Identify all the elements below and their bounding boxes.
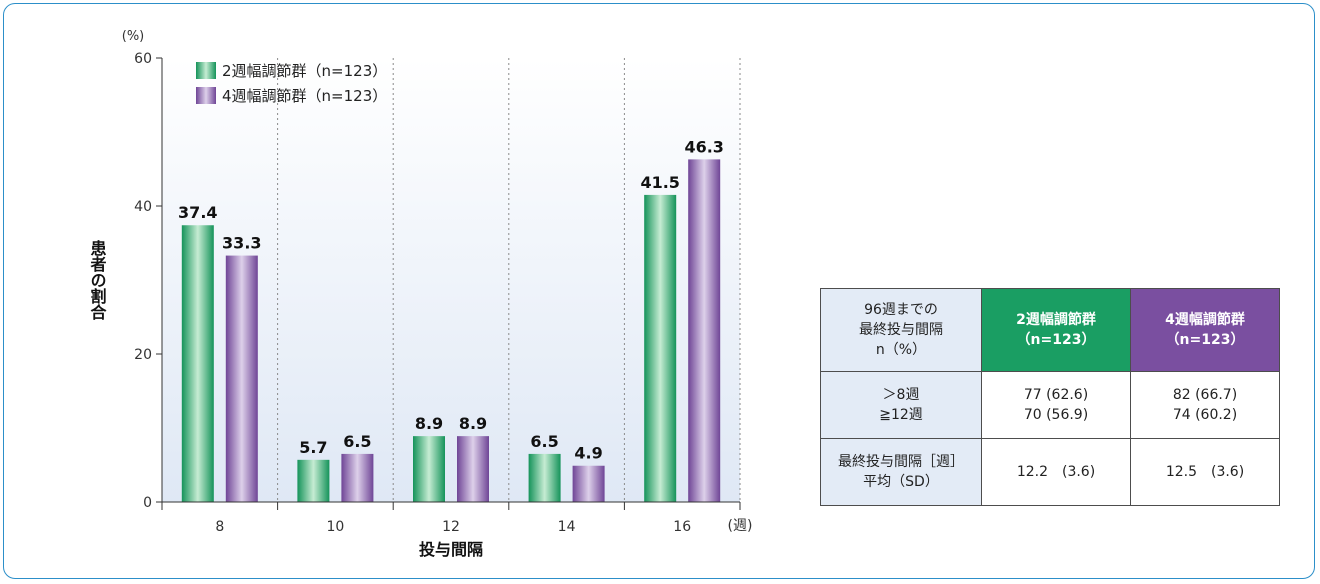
row1-group2-value: 82 (66.7) [1172, 387, 1238, 403]
summary-table: 96週までの 最終投与間隔 n（%） 2週幅調節群 （n=123） 4週幅調節群… [820, 288, 1280, 506]
table-row: ＞8週 ≧12週 77 (62.6) 70 (56.9) 82 (66.7) 7… [820, 371, 1280, 439]
bar-value-label: 6.5 [530, 432, 558, 451]
x-tick-label: 10 [326, 519, 344, 535]
bar-value-label: 6.5 [343, 432, 371, 451]
table-header-group1: 2週幅調節群 （n=123） [981, 288, 1131, 372]
group1-name: 2週幅調節群 [1016, 312, 1096, 328]
row1-group1-value: 77 (62.6) [1023, 387, 1089, 403]
bar-value-label: 46.3 [684, 137, 723, 156]
row1-group2-cell: 82 (66.7) 74 (60.2) [1130, 371, 1280, 439]
row1-label-line: ＞8週 [882, 387, 920, 403]
row2-label-line: 最終投与間隔［週］ [838, 454, 964, 470]
x-unit-label: (週) [728, 518, 753, 534]
table-header-row: 96週までの 最終投与間隔 n（%） 2週幅調節群 （n=123） 4週幅調節群… [820, 288, 1280, 372]
bar-group2 [688, 159, 721, 502]
bar-group2 [457, 436, 489, 502]
x-tick-label: 16 [673, 519, 691, 535]
row2-group1-value: 12.2 (3.6) [1016, 464, 1096, 480]
row1-label: ＞8週 ≧12週 [820, 371, 982, 439]
y-tick-label: 20 [134, 347, 152, 363]
bar-value-label: 33.3 [222, 234, 261, 253]
bar-value-label: 8.9 [459, 414, 487, 433]
table-header-label: 96週までの 最終投与間隔 n（%） [820, 288, 982, 372]
x-tick-label: 8 [215, 519, 224, 535]
row2-label: 最終投与間隔［週］ 平均（SD） [820, 438, 982, 506]
y-tick-label: 60 [134, 51, 152, 67]
table-row: 最終投与間隔［週］ 平均（SD） 12.2 (3.6) 12.5 (3.6) [820, 438, 1280, 506]
plot-background [162, 58, 740, 502]
x-tick-label: 14 [558, 519, 576, 535]
x-axis-title: 投与間隔 [419, 540, 483, 559]
legend-swatch-group2 [196, 87, 216, 104]
y-unit-label: (%) [122, 29, 145, 44]
bar-group2 [225, 255, 258, 502]
group1-n: （n=123） [1016, 332, 1096, 348]
bar-value-label: 4.9 [574, 444, 602, 463]
header-label-line: 96週までの [864, 302, 938, 318]
bar-chart: 0 20 40 60 8 37.4 33.3 10 5.7 6.5 12 8.9 8.9 14 6.5 4.… [88, 29, 753, 559]
bar-value-label: 41.5 [640, 173, 679, 192]
bar-group2 [572, 465, 605, 502]
row2-group2-value: 12.5 (3.6) [1165, 464, 1245, 480]
y-axis-title: 患者の割合 [88, 239, 108, 321]
x-tick-label: 12 [442, 519, 460, 535]
table-header-group2: 4週幅調節群 （n=123） [1130, 288, 1280, 372]
bar-value-label: 8.9 [415, 414, 443, 433]
group2-name: 4週幅調節群 [1165, 312, 1245, 328]
y-tick-label: 40 [134, 199, 152, 215]
bar-group1 [181, 225, 214, 503]
bar-value-label: 37.4 [178, 203, 217, 222]
legend-label-group2: 4週幅調節群（n=123） [222, 87, 387, 105]
row2-group2-cell: 12.5 (3.6) [1130, 438, 1280, 506]
bar-group1 [528, 453, 561, 502]
row2-label-line: 平均（SD） [863, 474, 939, 490]
bar-group1 [413, 436, 445, 502]
header-label-line: 最終投与間隔 [859, 322, 943, 338]
bar-group1 [297, 459, 330, 502]
y-tick-label: 0 [143, 495, 152, 511]
row1-label-line: ≧12週 [879, 407, 923, 423]
header-label-line: n（%） [875, 342, 927, 358]
legend-swatch-group1 [196, 62, 216, 79]
group2-n: （n=123） [1165, 332, 1245, 348]
row1-group1-value: 70 (56.9) [1023, 407, 1089, 423]
bar-group1 [644, 194, 677, 502]
row2-group1-cell: 12.2 (3.6) [981, 438, 1131, 506]
row1-group2-value: 74 (60.2) [1172, 407, 1238, 423]
legend-label-group1: 2週幅調節群（n=123） [222, 62, 387, 80]
bar-group2 [341, 453, 374, 502]
bar-value-label: 5.7 [299, 438, 327, 457]
row1-group1-cell: 77 (62.6) 70 (56.9) [981, 371, 1131, 439]
